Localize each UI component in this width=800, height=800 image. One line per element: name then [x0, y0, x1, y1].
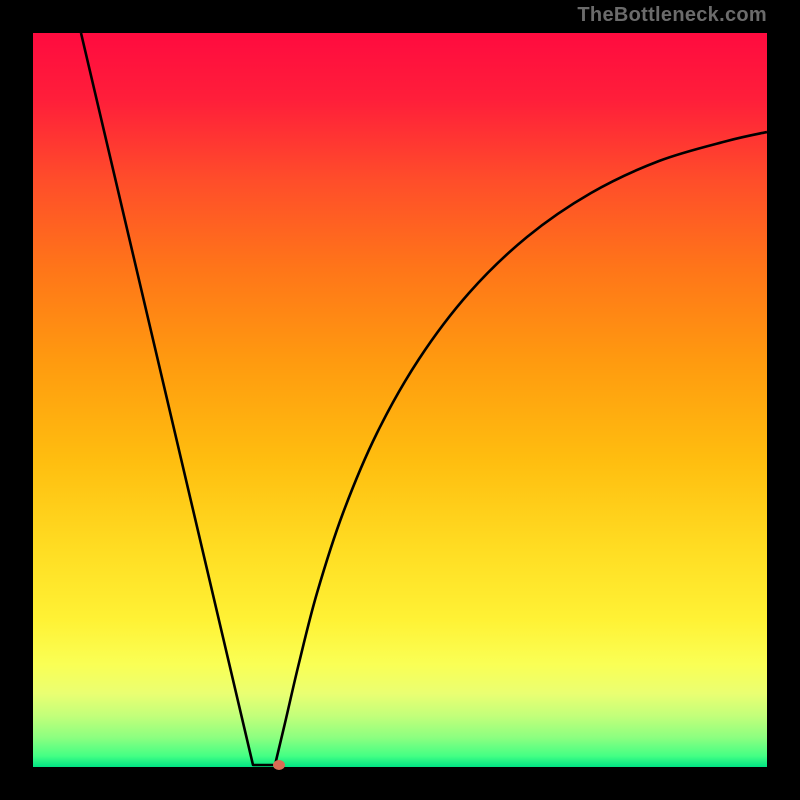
- watermark-label: TheBottleneck.com: [577, 4, 767, 27]
- chart-container: TheBottleneck.com: [0, 0, 800, 800]
- bottleneck-marker: [273, 760, 285, 770]
- curve-layer: [0, 0, 800, 800]
- bottleneck-curve: [81, 33, 767, 765]
